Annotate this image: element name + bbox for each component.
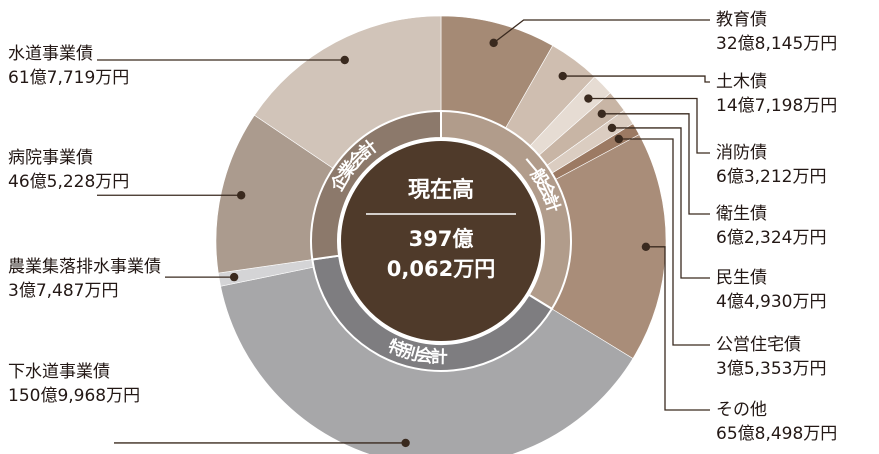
slice-4-amount: 6億2,324万円 xyxy=(716,228,827,248)
slice-2-name: 土木債 xyxy=(716,72,767,92)
leader-lines xyxy=(97,19,710,448)
slice-3-label: 消防債 6億3,212万円 xyxy=(716,141,826,189)
slice-5-leader xyxy=(611,127,710,279)
ring-label-2-char-2: 別 xyxy=(399,341,422,365)
slice-6-leader xyxy=(618,138,710,346)
slice-9-amount: 3億7,487万円 xyxy=(8,281,119,301)
slice-9-name: 農業集落排水事業債 xyxy=(8,257,161,277)
slice-6-name: 公営住宅債 xyxy=(716,335,801,355)
center-title: 現在高 xyxy=(408,177,474,203)
slice-1-amount: 32億8,145万円 xyxy=(716,34,838,54)
ring-label-2-char-1: 特 xyxy=(385,335,409,361)
slice-7-leader xyxy=(645,246,710,411)
slice-5-label: 民生債 4億4,930万円 xyxy=(716,266,826,314)
center-total-line1: 397億 xyxy=(409,227,474,251)
slice-2-amount: 14億7,198万円 xyxy=(716,96,838,116)
slice-5-amount: 4億4,930万円 xyxy=(716,292,827,312)
slice-11-name: 水道事業債 xyxy=(8,44,93,64)
slice-3-amount: 6億3,212万円 xyxy=(716,167,827,187)
slice-10-label: 病院事業債 46億5,228万円 xyxy=(8,146,129,194)
center-total-line2: 0,062万円 xyxy=(387,257,495,281)
slice-8-amount: 150億9,968万円 xyxy=(8,386,141,406)
slice-6-amount: 3億5,353万円 xyxy=(716,359,827,379)
slice-1-leader xyxy=(493,19,710,44)
slice-1-label: 教育債 32億8,145万円 xyxy=(716,8,837,56)
slice-6-label: 公営住宅債 3億5,353万円 xyxy=(716,333,826,381)
ring-label-2-char-4: 計 xyxy=(431,346,448,367)
slice-1-name: 教育債 xyxy=(716,10,767,30)
slice-7-name: その他 xyxy=(716,400,767,420)
slice-4-name: 衛生債 xyxy=(716,204,767,224)
slice-3-leader xyxy=(588,97,710,154)
slice-4-label: 衛生債 6億2,324万円 xyxy=(716,202,826,250)
slice-10-name: 病院事業債 xyxy=(8,148,93,168)
slice-3-name: 消防債 xyxy=(716,143,767,163)
outer-ring xyxy=(215,15,667,454)
slice-2-label: 土木債 14億7,198万円 xyxy=(716,70,837,118)
slice-9-label: 農業集落排水事業債 3億7,487万円 xyxy=(8,255,161,303)
center-fill xyxy=(341,141,541,341)
slice-8-label: 下水道事業債 150億9,968万円 xyxy=(8,360,140,408)
slice-11-label: 水道事業債 61億7,719万円 xyxy=(8,42,129,90)
slice-8-name: 下水道事業債 xyxy=(8,362,110,382)
slice-7-label: その他 65億8,498万円 xyxy=(716,398,837,446)
slice-7-amount: 65億8,498万円 xyxy=(716,424,838,444)
center-disc: 現在高 397億 0,062万円 xyxy=(338,138,544,344)
slice-5-name: 民生債 xyxy=(716,268,767,288)
slice-4-leader xyxy=(601,113,710,215)
slice-2-leader xyxy=(562,75,710,83)
slice-10-amount: 46億5,228万円 xyxy=(8,172,130,192)
ring-label-2-char-3: 会 xyxy=(415,344,435,367)
slice-11-amount: 61億7,719万円 xyxy=(8,68,130,88)
ring-label-1-char-4: 計 xyxy=(539,192,564,215)
